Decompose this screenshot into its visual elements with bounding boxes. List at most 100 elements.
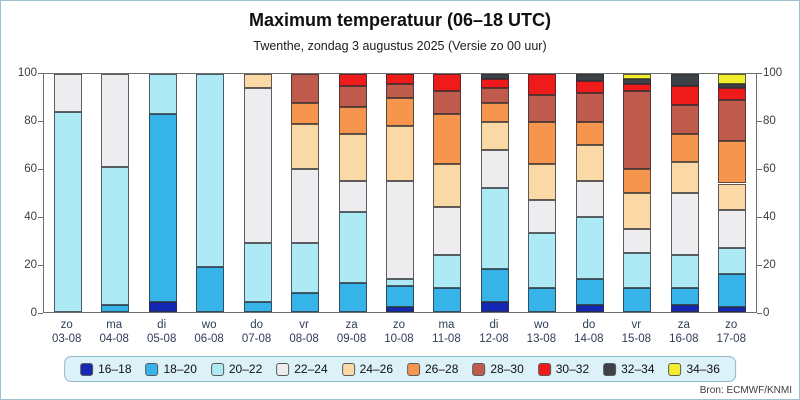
bar-segment-28-30 <box>386 83 414 98</box>
legend-swatch <box>407 362 420 376</box>
legend-label: 22–24 <box>294 362 328 376</box>
legend-item-24-26: 24–26 <box>341 362 393 376</box>
y-tick-label: 80 <box>24 115 37 127</box>
bar-segment-30-32 <box>623 83 652 91</box>
bar-segment-20-22 <box>386 278 414 286</box>
bar-segment-30-32 <box>718 88 747 101</box>
x-label-date: 14-08 <box>574 333 604 345</box>
x-label-06-08: wo 06-08 <box>185 318 232 346</box>
x-label-date: 13-08 <box>526 333 557 345</box>
x-label-07-08: do 07-08 <box>233 318 280 346</box>
bar-segment-24-26 <box>528 164 557 201</box>
plot-area <box>43 73 757 313</box>
axis-tick-mark <box>757 169 762 170</box>
x-label-date: 07-08 <box>241 333 272 345</box>
legend-swatch <box>210 362 224 376</box>
bar-segment-24-26 <box>433 164 462 208</box>
y-tick-label: 20 <box>763 259 776 271</box>
legend-item-28-30: 28–30 <box>472 362 524 376</box>
legend-label: 34–36 <box>686 362 720 376</box>
bar-segment-18-20 <box>718 273 747 308</box>
bar-segment-26-28 <box>575 121 604 146</box>
bar-12-08 <box>480 74 509 312</box>
bar-segment-16-18 <box>148 302 177 312</box>
legend-label: 30–32 <box>555 362 590 376</box>
legend-label: 24–26 <box>359 362 393 376</box>
legend-item-16-18: 16–18 <box>80 362 132 376</box>
bar-segment-16-18 <box>718 307 747 312</box>
bar-segment-24-26 <box>243 74 272 89</box>
bar-segment-22-24 <box>386 181 414 279</box>
x-label-11-08: ma 11-08 <box>423 318 470 346</box>
bar-segment-20-22 <box>53 112 82 312</box>
x-label-day: di <box>489 319 499 331</box>
chart-subtitle: Twenthe, zondag 3 augustus 2025 (Versie … <box>253 39 547 53</box>
axis-tick-mark <box>38 121 43 122</box>
bar-segment-26-28 <box>718 140 747 184</box>
x-label-date: 09-08 <box>336 333 367 345</box>
x-label-10-08: zo 10-08 <box>375 318 422 346</box>
bar-segment-26-28 <box>623 169 652 193</box>
bar-segment-20-22 <box>670 254 699 289</box>
bar-15-08 <box>623 74 652 312</box>
x-label-date: 16-08 <box>669 333 699 345</box>
x-label-15-08: vr 15-08 <box>613 318 660 346</box>
bar-segment-30-32 <box>386 74 414 84</box>
bar-segment-16-18 <box>575 304 604 312</box>
bar-segment-30-32 <box>575 81 604 94</box>
y-tick-label: 80 <box>763 115 776 127</box>
bar-segment-24-26 <box>575 145 604 182</box>
bar-08-08 <box>291 74 320 312</box>
x-label-date: 17-08 <box>716 333 746 345</box>
bar-segment-28-30 <box>575 93 604 122</box>
bar-segment-32-34 <box>670 74 699 86</box>
bar-segment-30-32 <box>338 74 367 86</box>
bar-segment-16-18 <box>386 307 414 312</box>
legend-item-32-34: 32–34 <box>603 362 655 376</box>
bar-segment-26-28 <box>433 114 462 165</box>
bar-segment-28-30 <box>528 95 557 122</box>
bar-segment-26-28 <box>386 97 414 127</box>
x-label-day: di <box>157 319 167 331</box>
x-label-day: ma <box>106 319 123 331</box>
x-label-03-08: zo 03-08 <box>43 318 90 346</box>
y-tick-label: 0 <box>763 307 770 319</box>
bar-segment-28-30 <box>480 88 509 103</box>
bar-segment-22-24 <box>338 181 367 213</box>
x-label-14-08: do 14-08 <box>565 318 612 346</box>
bar-segment-22-24 <box>718 209 747 248</box>
x-label-date: 03-08 <box>52 333 82 345</box>
x-label-day: do <box>250 319 263 331</box>
bar-segment-22-24 <box>670 193 699 255</box>
bar-segment-20-22 <box>243 242 272 303</box>
x-label-day: za <box>677 319 690 331</box>
bar-segment-24-26 <box>718 183 747 210</box>
y-tick-label: 0 <box>30 307 37 319</box>
legend-label: 32–34 <box>621 362 655 376</box>
bar-segment-16-18 <box>480 302 509 312</box>
y-tick-label: 20 <box>24 259 37 271</box>
legend: 16–18 18–20 20–22 22–24 24–26 26–28 28–30 30–32… <box>64 356 736 382</box>
x-label-12-08: di 12-08 <box>470 318 517 346</box>
bar-13-08 <box>528 74 557 312</box>
bar-03-08 <box>53 74 82 312</box>
bar-segment-22-24 <box>623 228 652 253</box>
x-label-16-08: za 16-08 <box>660 318 707 346</box>
x-label-date: 04-08 <box>99 333 129 345</box>
bar-segment-18-20 <box>243 302 272 312</box>
bar-segment-18-20 <box>101 304 130 312</box>
legend-swatch <box>341 362 355 376</box>
x-label-09-08: za 09-08 <box>328 318 375 346</box>
bar-segment-16-18 <box>670 304 699 312</box>
bar-segment-20-22 <box>101 166 130 305</box>
bar-segment-24-26 <box>480 121 509 151</box>
bar-segment-20-22 <box>575 216 604 279</box>
x-label-date: 10-08 <box>384 333 414 345</box>
x-label-08-08: vr 08-08 <box>280 318 327 346</box>
bar-segment-30-32 <box>528 74 557 96</box>
axis-tick-mark <box>38 169 43 170</box>
bar-segment-18-20 <box>623 288 652 312</box>
x-label-date: 11-08 <box>432 333 461 345</box>
bar-segment-32-34 <box>575 74 604 82</box>
